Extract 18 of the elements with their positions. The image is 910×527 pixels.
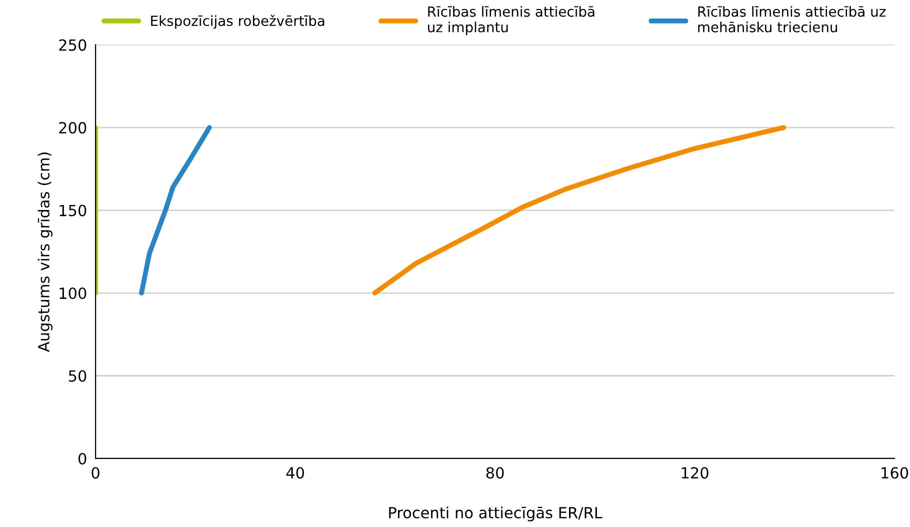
y-tick-label: 100 <box>60 287 86 300</box>
x-tick-label: 160 <box>882 467 908 479</box>
x-tick-label: 0 <box>92 467 100 479</box>
x-tick-label: 120 <box>682 467 708 479</box>
x-axis-title: Procenti no attiecīgās ER/RL <box>389 506 602 522</box>
y-axis-title: Augstums virs grīdas (cm) <box>38 152 52 352</box>
legend-label: Rīcības līmenis attiecībā uz implantu <box>428 6 594 36</box>
legend-label: Rīcības līmenis attiecībā uz mehānisku triecienu <box>698 6 886 32</box>
line-series <box>372 125 786 296</box>
line-series <box>139 125 212 296</box>
y-tick-label: 50 <box>68 370 86 382</box>
y-tick-label: 0 <box>78 452 86 465</box>
y-tick-label: 250 <box>59 39 86 51</box>
x-tick-label: 80 <box>486 467 504 479</box>
x-tick-label: 40 <box>286 467 304 479</box>
y-tick-label: 150 <box>60 204 86 216</box>
legend-label: Ekspozīcijas robežvērtība <box>151 14 324 29</box>
y-tick-label: 200 <box>59 122 86 134</box>
